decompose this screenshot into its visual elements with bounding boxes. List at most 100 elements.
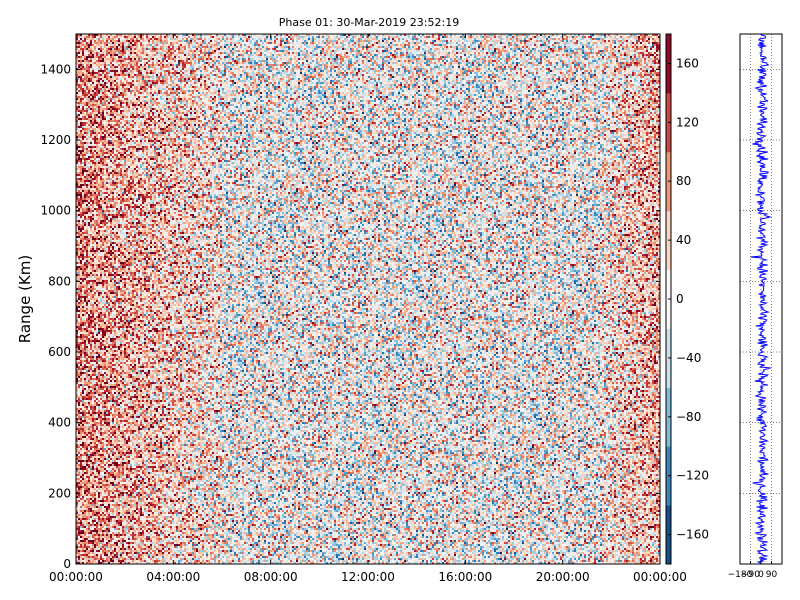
heatmap-cell bbox=[84, 560, 86, 562]
heatmap-cell bbox=[82, 50, 84, 52]
heatmap-cell bbox=[82, 178, 84, 180]
heatmap-cell bbox=[84, 228, 86, 230]
heatmap-cell bbox=[78, 292, 80, 294]
heatmap-cell bbox=[80, 412, 82, 414]
heatmap-cell bbox=[84, 142, 86, 144]
heatmap-cell bbox=[80, 556, 82, 558]
heatmap-cell bbox=[84, 390, 86, 392]
heatmap-cell bbox=[82, 78, 84, 80]
heatmap-cell bbox=[86, 292, 88, 294]
heatmap-cell bbox=[80, 180, 82, 182]
heatmap-cell bbox=[78, 474, 80, 476]
heatmap-cell bbox=[78, 38, 80, 40]
heatmap-cell bbox=[82, 438, 84, 440]
heatmap-cell bbox=[78, 192, 80, 194]
heatmap-cell bbox=[86, 44, 88, 46]
heatmap-cell bbox=[80, 112, 82, 114]
heatmap-cell bbox=[84, 218, 86, 220]
heatmap-cell bbox=[84, 222, 86, 224]
heatmap-cell bbox=[78, 514, 80, 516]
heatmap-cell bbox=[82, 432, 84, 434]
heatmap-cell bbox=[78, 394, 80, 396]
heatmap-cell bbox=[80, 50, 82, 52]
heatmap-cell bbox=[78, 308, 80, 310]
heatmap-cell bbox=[80, 82, 82, 84]
heatmap-cell bbox=[78, 532, 80, 534]
heatmap-cell bbox=[80, 90, 82, 92]
heatmap-cell bbox=[84, 336, 86, 338]
heatmap-cell bbox=[80, 512, 82, 514]
heatmap-cell bbox=[82, 290, 84, 292]
heatmap-cell bbox=[80, 244, 82, 246]
heatmap-cell bbox=[84, 346, 86, 348]
heatmap-cell bbox=[82, 350, 84, 352]
heatmap-cell bbox=[80, 120, 82, 122]
heatmap-cell bbox=[80, 324, 82, 326]
heatmap-cell bbox=[84, 312, 86, 314]
heatmap-cell bbox=[82, 86, 84, 88]
heatmap-cell bbox=[86, 38, 88, 40]
heatmap-cell bbox=[82, 134, 84, 136]
heatmap-cell bbox=[82, 386, 84, 388]
heatmap-cell bbox=[84, 446, 86, 448]
heatmap-cell bbox=[84, 152, 86, 154]
heatmap-cell bbox=[86, 312, 88, 314]
heatmap-cell bbox=[78, 284, 80, 286]
heatmap-cell bbox=[80, 364, 82, 366]
heatmap-cell bbox=[82, 510, 84, 512]
heatmap-cell bbox=[78, 366, 80, 368]
heatmap-cell bbox=[78, 362, 80, 364]
heatmap-cell bbox=[80, 136, 82, 138]
heatmap-cell bbox=[80, 434, 82, 436]
heatmap-cell bbox=[78, 354, 80, 356]
heatmap-cell bbox=[80, 264, 82, 266]
heatmap-cell bbox=[78, 104, 80, 106]
heatmap-cell bbox=[80, 362, 82, 364]
heatmap-cell bbox=[82, 128, 84, 130]
heatmap-cell bbox=[82, 342, 84, 344]
heatmap-cell bbox=[80, 246, 82, 248]
heatmap-cell bbox=[84, 100, 86, 102]
heatmap-cell bbox=[84, 438, 86, 440]
heatmap-cell bbox=[86, 290, 88, 292]
heatmap-cell bbox=[84, 52, 86, 54]
heatmap-cell bbox=[84, 536, 86, 538]
heatmap-cell bbox=[86, 168, 88, 170]
heatmap-cell bbox=[84, 328, 86, 330]
heatmap-cell bbox=[78, 198, 80, 200]
heatmap-cell bbox=[84, 196, 86, 198]
heatmap-cell bbox=[84, 236, 86, 238]
heatmap-cell bbox=[84, 182, 86, 184]
heatmap-cell bbox=[78, 144, 80, 146]
heatmap-cell bbox=[80, 208, 82, 210]
heatmap-cell bbox=[80, 168, 82, 170]
heatmap-cell bbox=[78, 312, 80, 314]
heatmap-cell bbox=[82, 240, 84, 242]
heatmap-cell bbox=[82, 72, 84, 74]
heatmap-cell bbox=[86, 226, 88, 228]
heatmap-cell bbox=[84, 414, 86, 416]
heatmap-cell bbox=[78, 458, 80, 460]
heatmap-cell bbox=[78, 226, 80, 228]
heatmap-cell bbox=[84, 514, 86, 516]
heatmap-cell bbox=[80, 378, 82, 380]
heatmap-cell bbox=[78, 234, 80, 236]
heatmap-cell bbox=[84, 240, 86, 242]
heatmap-cell bbox=[80, 232, 82, 234]
heatmap-cell bbox=[86, 190, 88, 192]
heatmap-cell bbox=[80, 294, 82, 296]
heatmap-cell bbox=[80, 424, 82, 426]
heatmap-cell bbox=[78, 62, 80, 64]
heatmap-cell bbox=[82, 534, 84, 536]
heatmap-cell bbox=[82, 340, 84, 342]
heatmap-cell bbox=[82, 202, 84, 204]
heatmap-cell bbox=[82, 162, 84, 164]
heatmap-cell bbox=[84, 186, 86, 188]
heatmap-cell bbox=[82, 304, 84, 306]
heatmap-cell bbox=[80, 386, 82, 388]
heatmap-cell bbox=[80, 506, 82, 508]
heatmap-cell bbox=[80, 468, 82, 470]
heatmap-cell bbox=[78, 168, 80, 170]
heatmap-cell bbox=[84, 472, 86, 474]
heatmap-cell bbox=[78, 322, 80, 324]
